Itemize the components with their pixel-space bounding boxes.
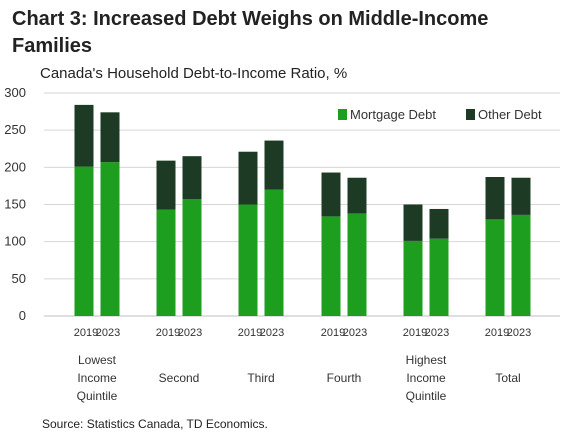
mortgage-debt-bar bbox=[264, 189, 284, 316]
y-tick-label: 0 bbox=[19, 308, 26, 323]
other-debt-bar bbox=[511, 177, 531, 215]
mortgage-debt-bar bbox=[511, 214, 531, 316]
other-debt-bar bbox=[238, 151, 258, 205]
source-note: Source: Statistics Canada, TD Economics. bbox=[42, 417, 268, 431]
category-label: Income bbox=[77, 371, 117, 385]
other-debt-bar bbox=[100, 112, 120, 163]
y-tick-label: 150 bbox=[4, 197, 26, 212]
year-label: 2023 bbox=[425, 327, 449, 339]
other-debt-bar bbox=[182, 156, 202, 200]
category-label: Quintile bbox=[406, 389, 447, 403]
mortgage-debt-bar bbox=[485, 219, 505, 316]
year-label: 2023 bbox=[507, 327, 531, 339]
other-debt-bar bbox=[403, 204, 423, 241]
category-label: Second bbox=[159, 371, 200, 385]
mortgage-debt-bar bbox=[156, 209, 176, 316]
category-label: Third bbox=[247, 371, 274, 385]
category-label: Lowest bbox=[78, 353, 117, 367]
category-label: Highest bbox=[406, 353, 447, 367]
y-tick-label: 300 bbox=[4, 85, 26, 100]
mortgage-debt-bar bbox=[238, 204, 258, 316]
year-label: 2019 bbox=[238, 327, 262, 339]
year-label: 2019 bbox=[156, 327, 180, 339]
category-label: Income bbox=[406, 371, 446, 385]
y-tick-label: 200 bbox=[4, 159, 26, 174]
other-debt-bar bbox=[485, 176, 505, 220]
legend-label: Mortgage Debt bbox=[350, 107, 436, 122]
year-label: 2023 bbox=[178, 327, 202, 339]
year-label: 2019 bbox=[321, 327, 345, 339]
category-label: Fourth bbox=[327, 371, 362, 385]
legend-label: Other Debt bbox=[478, 107, 542, 122]
mortgage-debt-bar bbox=[429, 238, 449, 316]
y-tick-label: 250 bbox=[4, 122, 26, 137]
mortgage-debt-bar bbox=[347, 213, 367, 316]
legend-swatch bbox=[338, 109, 347, 120]
chart-title: Chart 3: Increased Debt Weighs on Middle… bbox=[12, 8, 489, 57]
year-label: 2019 bbox=[485, 327, 509, 339]
other-debt-bar bbox=[264, 140, 284, 190]
other-debt-bar bbox=[347, 177, 367, 214]
legend-swatch bbox=[466, 109, 475, 120]
chart-subtitle: Canada's Household Debt-to-Income Ratio,… bbox=[40, 65, 348, 82]
year-label: 2019 bbox=[74, 327, 98, 339]
mortgage-debt-bar bbox=[403, 240, 423, 316]
year-label: 2023 bbox=[96, 327, 120, 339]
year-label: 2023 bbox=[343, 327, 367, 339]
y-tick-label: 50 bbox=[12, 271, 26, 286]
mortgage-debt-bar bbox=[182, 199, 202, 316]
other-debt-bar bbox=[74, 104, 94, 167]
year-label: 2023 bbox=[260, 327, 284, 339]
other-debt-bar bbox=[429, 208, 449, 239]
other-debt-bar bbox=[321, 172, 341, 217]
year-label: 2019 bbox=[403, 327, 427, 339]
y-tick-label: 100 bbox=[4, 234, 26, 249]
mortgage-debt-bar bbox=[321, 216, 341, 316]
other-debt-bar bbox=[156, 160, 176, 210]
mortgage-debt-bar bbox=[100, 162, 120, 316]
category-label: Quintile bbox=[77, 389, 118, 403]
category-label: Total bbox=[495, 371, 520, 385]
mortgage-debt-bar bbox=[74, 166, 94, 316]
